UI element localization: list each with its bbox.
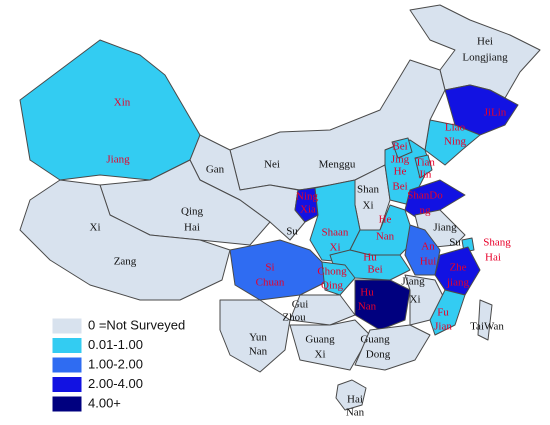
region-label: ShanDo: [407, 190, 443, 202]
region-label: Jian: [434, 321, 452, 333]
region-label: Longjiang: [462, 52, 508, 64]
region-label: Xi: [330, 242, 341, 254]
region-label: Jin: [419, 169, 432, 181]
region-label: Hai: [347, 394, 363, 406]
region-label: jiang: [446, 277, 469, 289]
region: [429, 289, 466, 336]
region-label: Hei: [477, 36, 493, 48]
region-label: Qing: [321, 280, 344, 292]
legend-swatch: [51, 337, 83, 354]
region-label: Hu: [363, 252, 377, 264]
legend-label: 0 =Not Surveyed: [88, 317, 185, 332]
region-label: Xi: [363, 200, 374, 212]
region-label: Fu: [437, 307, 449, 319]
legend-swatch: [51, 317, 83, 335]
region-label: Su: [449, 237, 461, 249]
region-label: Jing: [391, 154, 410, 166]
region-label: An: [421, 241, 435, 253]
region-label: Yun: [249, 332, 267, 344]
region: [335, 379, 367, 411]
region-label: Shaan: [322, 227, 349, 239]
region-label: Bei: [392, 141, 407, 153]
region-label: Si: [265, 262, 274, 274]
region-label: JiLin: [484, 107, 507, 119]
region-label: Gan: [206, 164, 225, 176]
region-label: Gui: [292, 299, 309, 311]
legend-swatch: [51, 376, 83, 393]
region-label: Zhe: [449, 262, 466, 274]
region-label: Xi: [410, 294, 421, 306]
region-label: Xia: [300, 204, 316, 216]
region-label: Hai: [485, 252, 501, 264]
region-label: TaiWan: [470, 321, 504, 333]
legend-label: 4.00+: [88, 395, 121, 410]
region-label: Tian: [415, 157, 435, 169]
region-label: Qing: [181, 206, 204, 218]
legend: 0 =Not Surveyed 0.01-1.00 1.00-2.00 2.00-4.…: [51, 317, 185, 413]
region-label: Guang: [360, 334, 390, 346]
region-label: Chong: [317, 266, 347, 278]
region: [354, 324, 431, 371]
legend-label: 1.00-2.00: [88, 356, 143, 371]
region-label: Nan: [346, 407, 365, 419]
region-label: ng: [420, 205, 432, 217]
region-label: Xi: [315, 349, 326, 361]
region-label: Nan: [376, 231, 395, 243]
region: [321, 261, 356, 296]
legend-swatch: [51, 356, 83, 374]
region: [19, 179, 231, 301]
region-label: Hu: [360, 287, 374, 299]
region-label: Zang: [114, 256, 137, 268]
region-label: Liao: [445, 122, 466, 134]
region-label: He: [394, 166, 407, 178]
region: [414, 154, 433, 179]
region: [294, 187, 319, 223]
region-label: Menggu: [319, 159, 356, 171]
region-label: Ning: [444, 136, 467, 148]
region-label: Jiang: [401, 276, 425, 288]
region-label: Hai: [184, 222, 200, 234]
region-label: Hui: [420, 256, 437, 268]
region-label: Su: [286, 226, 298, 238]
region-label: Dong: [366, 349, 391, 361]
region-label: He: [379, 214, 392, 226]
region-label: Shan: [357, 184, 380, 196]
region-label: Xi: [90, 222, 101, 234]
legend-swatch: [51, 395, 83, 413]
region-label: Nan: [358, 301, 377, 313]
region-label: Shang: [483, 237, 511, 249]
region-label: Bei: [367, 264, 382, 276]
region: [384, 139, 431, 206]
regions: [19, 4, 541, 411]
region-label: Ning: [296, 191, 319, 203]
region-label: Guang: [305, 334, 335, 346]
region: [219, 299, 291, 373]
region-label: Jiang: [106, 154, 130, 166]
region-label: Zhou: [282, 312, 306, 324]
region-label: Bei: [392, 181, 407, 193]
region-label: Nei: [264, 159, 280, 171]
region: [391, 137, 413, 159]
region-label: Nan: [249, 346, 268, 358]
region: [477, 299, 493, 341]
region-label: Chuan: [256, 277, 285, 289]
legend-label: 2.00-4.00: [88, 376, 143, 391]
region-label: Xin: [114, 97, 131, 109]
labels: Hei Longjiang JiLin Liao Ning Nei Menggu Xin Jia…: [90, 36, 512, 419]
region: [289, 294, 356, 326]
region-label: Jiang: [433, 222, 457, 234]
legend-label: 0.01-1.00: [88, 337, 143, 352]
